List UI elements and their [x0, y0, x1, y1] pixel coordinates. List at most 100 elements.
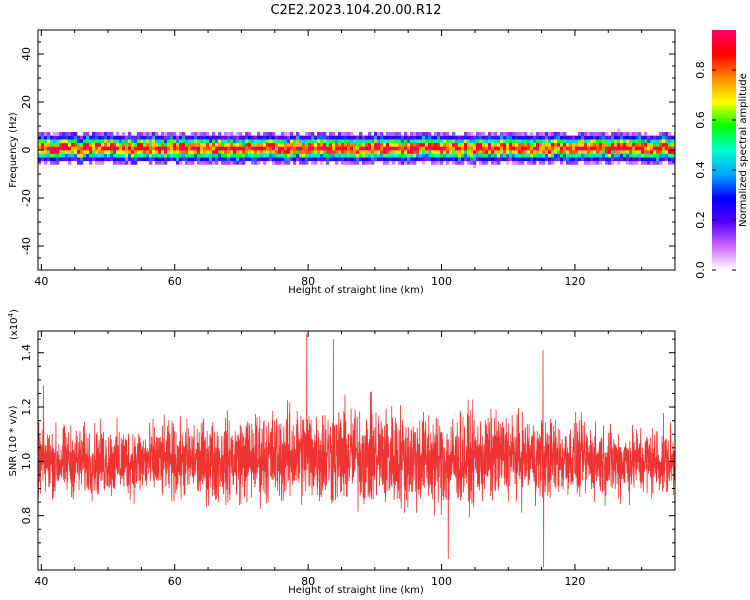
spectrogram-cell	[416, 157, 420, 162]
snr-ylabel: SNR (10 * v/v)	[8, 405, 19, 476]
spectrogram-cell	[527, 160, 531, 165]
spectrogram-cell	[518, 153, 522, 158]
spectrogram-cell	[221, 153, 225, 158]
spectrogram-cell	[536, 132, 540, 136]
spectrogram-cell	[326, 157, 330, 162]
spectrogram-cell	[641, 150, 645, 154]
spectrogram-cell	[122, 150, 126, 154]
spectrogram-cell	[128, 157, 132, 162]
spectrogram-cell	[56, 153, 60, 158]
spectrogram-cell	[47, 132, 51, 136]
spectrogram-cell	[533, 135, 537, 140]
spectrogram-cell	[629, 160, 633, 165]
spectrogram-cell	[341, 153, 345, 158]
spectrogram-cell	[521, 132, 525, 136]
spectrogram-cell	[272, 150, 276, 154]
spectrogram-cell	[191, 146, 195, 151]
spectrogram-cell	[314, 150, 318, 154]
spectrogram-cell	[119, 139, 123, 144]
spectrogram-cell	[317, 153, 321, 158]
spectrogram-cell	[623, 157, 627, 162]
spectrogram-cell	[533, 142, 537, 147]
spectrogram-cell	[614, 157, 618, 162]
spectrogram-cell	[335, 150, 339, 154]
spectrogram-cell	[563, 139, 567, 144]
spectrogram-cell	[413, 135, 417, 140]
spectrogram-cell	[506, 157, 510, 162]
spectrogram-cell	[386, 160, 390, 165]
spectrogram-cell	[635, 135, 639, 140]
spectrogram-cell	[338, 157, 342, 162]
spectrogram-cell	[152, 135, 156, 140]
spectrogram-cell	[485, 142, 489, 147]
spectrogram-cell	[464, 132, 468, 136]
spectrogram-cell	[296, 132, 300, 136]
spectrogram-cell	[47, 139, 51, 144]
spectrogram-cell	[614, 139, 618, 144]
spectrogram-cell	[65, 135, 69, 140]
spectrogram-cell	[374, 135, 378, 140]
spectrogram-cell	[338, 135, 342, 140]
spectrogram-cell	[164, 153, 168, 158]
spectrogram-cell	[350, 157, 354, 162]
spectrogram-cell	[488, 139, 492, 144]
spectrogram-cell	[341, 150, 345, 154]
spectrogram-cell	[182, 150, 186, 154]
spectrogram-cell	[281, 132, 285, 136]
spectrogram-cell	[254, 142, 258, 147]
spectrogram-cell	[335, 157, 339, 162]
spectrogram-cell	[59, 146, 63, 151]
spectrogram-cell	[497, 150, 501, 154]
spectrogram-cell	[68, 153, 72, 158]
spectrogram-cell	[482, 150, 486, 154]
spectrogram-cell	[110, 142, 114, 147]
x-tick-label: 40	[34, 575, 48, 588]
spectrogram-cell	[653, 135, 657, 140]
spectrogram-cell	[521, 150, 525, 154]
spectrogram-cell	[266, 142, 270, 147]
spectrogram-cell	[602, 142, 606, 147]
spectrogram-cell	[203, 132, 207, 136]
spectrogram-cell	[245, 135, 249, 140]
spectrogram-cell	[284, 153, 288, 158]
spectrogram-cell	[428, 157, 432, 162]
spectrogram-cell	[257, 139, 261, 144]
spectrogram-cell	[131, 160, 135, 165]
spectrogram-cell	[386, 142, 390, 147]
spectrogram-cell	[338, 150, 342, 154]
spectrogram-cell	[512, 135, 516, 140]
spectrogram-cell	[374, 132, 378, 136]
spectrogram-cell	[425, 132, 429, 136]
spectrogram-cell	[596, 160, 600, 165]
spectrogram-cell	[629, 142, 633, 147]
spectrogram-cell	[644, 150, 648, 154]
spectrogram-cell	[83, 157, 87, 162]
spectrogram-cell	[428, 142, 432, 147]
spectrogram-cell	[41, 146, 45, 151]
spectrogram-cell	[278, 142, 282, 147]
spectrogram-cell	[593, 150, 597, 154]
spectrogram-cell	[227, 139, 231, 144]
spectrogram-cell	[80, 153, 84, 158]
spectrogram-cell	[470, 150, 474, 154]
spectrogram-cell	[185, 142, 189, 147]
spectrogram-cell	[392, 139, 396, 144]
spectrogram-cell	[473, 135, 477, 140]
spectrogram-cell	[146, 139, 150, 144]
spectrogram-cell	[44, 135, 48, 140]
spectrogram-cell	[587, 146, 591, 151]
spectrogram-cell	[515, 139, 519, 144]
spectrogram-cell	[167, 139, 171, 144]
spectrogram-cell	[41, 139, 45, 144]
spectrogram-cell	[449, 135, 453, 140]
spectrogram-cell	[626, 132, 630, 136]
spectrogram-cell	[368, 146, 372, 151]
spectrogram-cell	[458, 150, 462, 154]
spectrogram-cell	[47, 150, 51, 154]
spectrogram-cell	[65, 146, 69, 151]
spectrogram-cell	[518, 135, 522, 140]
spectrogram-cell	[344, 157, 348, 162]
spectrogram-cell	[419, 139, 423, 144]
spectrogram-cell	[245, 139, 249, 144]
spectrogram-cell	[611, 135, 615, 140]
